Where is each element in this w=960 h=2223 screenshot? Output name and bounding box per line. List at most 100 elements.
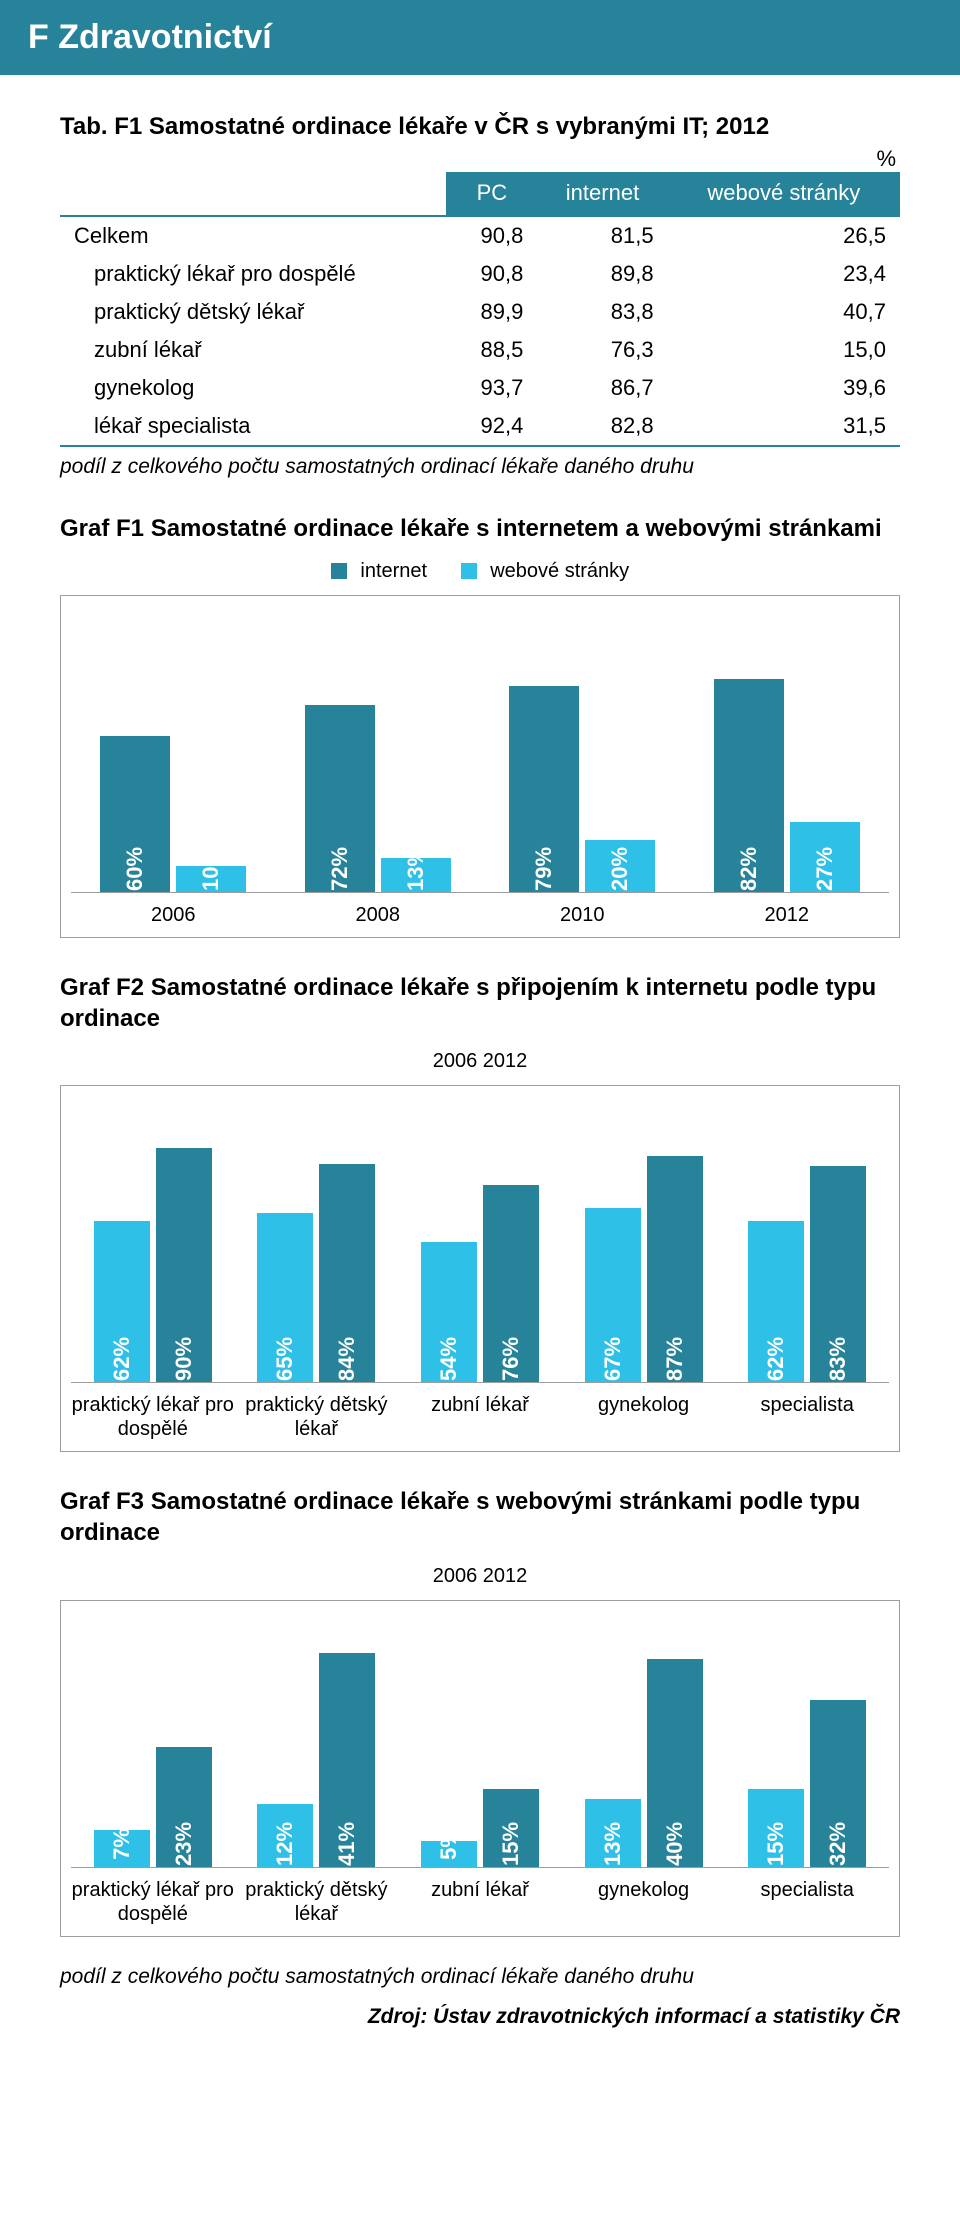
row-label: zubní lékař [60,331,446,369]
col-internet: internet [537,172,667,215]
bar-label: 84% [334,1337,360,1381]
bar: 62% [748,1221,804,1382]
chart1-legend: internet webové stránky [60,560,900,583]
legend-2012: 2012 [483,1050,528,1072]
cell-value: 90,8 [446,255,537,293]
bar: 41% [319,1653,375,1866]
col-pc: PC [446,172,537,215]
chart3-legend: 2006 2012 [60,1565,900,1588]
bar: 12% [257,1804,313,1866]
x-label: praktický lékař pro dospělé [71,1393,235,1441]
bar-label: 7% [109,1828,135,1860]
cell-value: 88,5 [446,331,537,369]
x-label: specialista [725,1393,889,1441]
bar-group: 7% 23% [71,1747,235,1867]
bar-label: 67% [600,1337,626,1381]
cell-value: 15,0 [668,331,900,369]
table-pct: % [60,146,900,172]
bar-label: 62% [763,1337,789,1381]
section-header: F Zdravotnictví [0,0,960,75]
bar: 32% [810,1700,866,1866]
bar: 15% [748,1789,804,1867]
cell-value: 76,3 [537,331,667,369]
chart1-title: Graf F1 Samostatné ordinace lékaře s int… [60,513,900,544]
cell-value: 92,4 [446,407,537,446]
chart2-box: 62%90%65%84%54%76%67%87%62%83% praktický… [60,1085,900,1452]
bar: 40% [647,1659,703,1867]
bar: 20% [585,840,655,892]
bar-label: 60% [122,847,148,891]
cell-value: 86,7 [537,369,667,407]
bar-group: 62% 90% [71,1148,235,1382]
x-label: specialista [725,1878,889,1926]
bar-group: 72% 13% [276,705,481,892]
row-label: Celkem [60,216,446,255]
bar-label: 15% [498,1821,524,1865]
swatch-internet [331,563,347,579]
bar: 54% [421,1242,477,1382]
bar: 15% [483,1789,539,1867]
legend-2006: 2006 [433,1050,478,1072]
bar-label: 40% [662,1821,688,1865]
bar: 7% [94,1830,150,1866]
table-row: Celkem90,881,526,5 [60,216,900,255]
bar: 13% [381,858,451,892]
bar-label: 41% [334,1821,360,1865]
bar-group: 12% 41% [235,1653,399,1866]
bar: 82% [714,679,784,892]
bar: 90% [156,1148,212,1382]
bar-group: 15% 32% [725,1700,889,1866]
bar: 60% [100,736,170,892]
legend-web: webové stránky [490,560,629,582]
bar-label: 23% [171,1821,197,1865]
table-row: gynekolog93,786,739,6 [60,369,900,407]
bar-label: 72% [327,847,353,891]
row-label: praktický lékař pro dospělé [60,255,446,293]
cell-value: 40,7 [668,293,900,331]
bar: 76% [483,1185,539,1383]
cell-value: 81,5 [537,216,667,255]
chart2-legend: 2006 2012 [60,1050,900,1073]
bar-label: 65% [272,1337,298,1381]
row-label: gynekolog [60,369,446,407]
bar: 10% [176,866,246,892]
bar: 87% [647,1156,703,1382]
bar-label: 12% [272,1821,298,1865]
table-title: Tab. F1 Samostatné ordinace lékaře v ČR … [60,111,900,142]
bar-label: 32% [825,1821,851,1865]
x-label: zubní lékař [398,1393,562,1441]
x-label: 2006 [71,903,276,927]
cell-value: 93,7 [446,369,537,407]
bar-label: 20% [607,847,633,891]
bar: 79% [509,686,579,891]
bar-label: 5% [436,1828,462,1860]
data-table: PC internet webové stránky Celkem90,881,… [60,172,900,446]
bar-label: 13% [600,1821,626,1865]
chart3-title: Graf F3 Samostatné ordinace lékaře s web… [60,1486,900,1548]
x-label: gynekolog [562,1878,726,1926]
legend-internet: internet [360,560,427,582]
bar: 23% [156,1747,212,1867]
x-label: praktický dětský lékař [235,1393,399,1441]
cell-value: 26,5 [668,216,900,255]
x-label: praktický dětský lékař [235,1878,399,1926]
table-footnote: podíl z celkového počtu samostatných ord… [60,455,900,479]
cell-value: 90,8 [446,216,537,255]
chart1-box: 60%10%72%13%79%20%82%27% 200620082010201… [60,595,900,938]
row-label: lékař specialista [60,407,446,446]
bar-label: 76% [498,1337,524,1381]
bar: 27% [790,822,860,892]
bar-group: 5% 15% [398,1789,562,1867]
x-label: zubní lékař [398,1878,562,1926]
x-label: 2010 [480,903,685,927]
cell-value: 39,6 [668,369,900,407]
bar-group: 13% 40% [562,1659,726,1867]
bar-label: 62% [109,1337,135,1381]
bar-label: 13% [403,847,429,891]
bar: 62% [94,1221,150,1382]
table-row: praktický dětský lékař89,983,840,7 [60,293,900,331]
chart2-title: Graf F2 Samostatné ordinace lékaře s při… [60,972,900,1034]
cell-value: 82,8 [537,407,667,446]
table-row: lékař specialista92,482,831,5 [60,407,900,446]
row-label: praktický dětský lékař [60,293,446,331]
